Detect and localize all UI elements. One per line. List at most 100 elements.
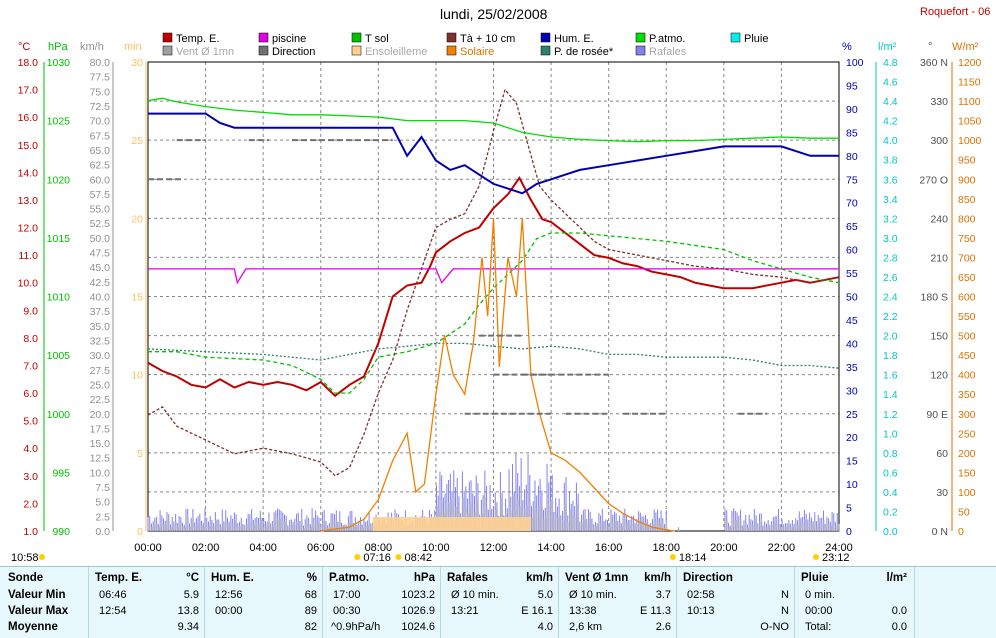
axis-tick-dir: 180 S — [921, 292, 948, 304]
legend-label: P.atmo. — [649, 33, 686, 45]
axis-unit-solar: W/m² — [952, 41, 979, 53]
axis-tick-hum: 15 — [846, 456, 858, 468]
axis-tick-solar: 750 — [958, 233, 976, 245]
summary-cell: ^0.9hPa/h — [331, 621, 381, 633]
x-tick-label: 10:00 — [422, 542, 450, 554]
axis-tick-rain: 2.0 — [883, 331, 898, 343]
summary-cell: 0 min. — [805, 589, 835, 601]
x-tick-label: 06:00 — [307, 542, 335, 554]
row-label-avg: Moyenne — [8, 621, 58, 633]
summary-cell: 9.34 — [177, 621, 199, 633]
summary-cell: 0.0 — [891, 621, 907, 633]
axis-tick-wind: 57.5 — [90, 189, 111, 201]
axis-unit-wind: km/h — [80, 41, 104, 53]
axis-tick-dir: 330 — [930, 96, 948, 108]
axis-tick-solar: 400 — [958, 370, 976, 382]
axis-tick-solar: 0 — [958, 526, 964, 538]
axis-tick-solar: 1000 — [958, 135, 982, 147]
axis-tick-solar: 200 — [958, 448, 976, 460]
axis-tick-rain: 3.6 — [883, 174, 898, 186]
summary-header: Hum. E. — [211, 572, 254, 584]
legend-label: Rafales — [649, 46, 687, 58]
axis-tick-solar: 1150 — [958, 77, 981, 89]
axis-tick-min: 10 — [131, 370, 143, 382]
sun-marker — [39, 554, 45, 560]
summary-cell: 13.8 — [177, 605, 199, 617]
axis-tick-rain: 0.2 — [883, 506, 898, 518]
axis-tick-temp: 3.0 — [23, 471, 38, 483]
axis-tick-hum: 0 — [846, 526, 852, 538]
axis-tick-press: 1020 — [47, 174, 71, 186]
axis-tick-temp: 10.0 — [18, 278, 39, 290]
axis-tick-temp: 1.0 — [23, 526, 38, 538]
legend-label: Ensoleilleme — [365, 46, 427, 58]
axis-tick-press: 995 — [52, 467, 70, 479]
axis-tick-solar: 900 — [958, 174, 976, 186]
axis-tick-solar: 250 — [958, 428, 976, 440]
axis-tick-hum: 60 — [846, 245, 858, 257]
axis-tick-rain: 1.4 — [883, 389, 898, 401]
axis-tick-wind: 52.5 — [90, 218, 111, 230]
summary-cell: 89 — [304, 605, 317, 617]
axis-tick-wind: 30.0 — [90, 350, 111, 362]
axis-tick-wind: 22.5 — [90, 394, 111, 406]
axis-tick-solar: 550 — [958, 311, 976, 323]
legend-swatch — [446, 32, 457, 43]
axis-tick-wind: 20.0 — [90, 409, 111, 421]
series-line-temp-e- — [147, 175, 840, 398]
axis-tick-temp: 2.0 — [23, 498, 38, 510]
axis-tick-wind: 5.0 — [95, 497, 110, 509]
axis-tick-rain: 0.8 — [883, 448, 898, 460]
sun-marker-label: 23:12 — [822, 552, 850, 564]
x-tick-label: 22:00 — [768, 542, 796, 554]
axis-tick-temp: 13.0 — [18, 195, 39, 207]
axis-tick-solar: 50 — [958, 506, 970, 518]
summary-col-dir: Direction 02:58 N 10:13 N O-NO — [676, 567, 795, 638]
axis-tick-wind: 40.0 — [90, 292, 111, 304]
sun-marker — [395, 554, 402, 560]
axis-tick-temp: 8.0 — [23, 333, 38, 345]
series-line-p-atmo- — [147, 97, 839, 143]
sun-marker — [669, 554, 676, 560]
axis-tick-temp: 4.0 — [23, 443, 38, 455]
axis-tick-dir: 120 — [930, 370, 948, 382]
legend-swatch — [351, 32, 362, 43]
sun-marker — [812, 554, 819, 560]
axis-tick-rain: 4.4 — [883, 96, 898, 108]
axis-tick-hum: 80 — [846, 151, 858, 163]
summary-cell: 17:00 — [333, 589, 361, 601]
summary-cell: 2,6 km — [569, 621, 603, 633]
axis-tick-dir: 240 — [930, 213, 948, 225]
axis-tick-solar: 1100 — [958, 96, 981, 108]
legend-label: Solaire — [460, 46, 494, 58]
axis-tick-temp: 12.0 — [18, 223, 39, 235]
axis-tick-hum: 50 — [846, 292, 858, 304]
legend-swatch — [540, 32, 551, 43]
axis-tick-rain: 1.6 — [883, 370, 898, 382]
summary-cell: 1026.9 — [401, 605, 435, 617]
axis-tick-rain: 2.8 — [883, 252, 898, 264]
axis-tick-wind: 7.5 — [95, 482, 110, 494]
legend-swatch — [258, 45, 269, 56]
axis-tick-dir: 150 — [930, 331, 948, 343]
axis-tick-dir: 300 — [930, 135, 948, 147]
summary-col-press: P.atmo. hPa 17:00 1023.2 00:30 1026.9 ^0… — [322, 567, 441, 638]
axis-tick-hum: 95 — [846, 80, 858, 92]
axis-tick-rain: 3.2 — [883, 213, 898, 225]
axis-tick-wind: 55.0 — [90, 204, 111, 216]
weather-chart: Temp. E. piscine T sol Tà + 10 cm Hum. E. P.a… — [11, 32, 982, 564]
axis-unit-temp: °C — [18, 41, 30, 53]
axis-tick-rain: 2.6 — [883, 272, 898, 284]
axis-tick-solar: 850 — [958, 194, 976, 206]
axis-tick-hum: 90 — [846, 104, 858, 116]
legend-label: T sol — [365, 33, 389, 45]
axis-tick-hum: 30 — [846, 385, 858, 397]
axis-tick-wind: 77.5 — [90, 72, 111, 84]
legend-label: Temp. E. — [176, 33, 219, 45]
axis-tick-min: 20 — [131, 213, 143, 225]
axis-tick-hum: 100 — [846, 57, 864, 69]
axis-tick-wind: 37.5 — [90, 306, 111, 318]
summary-cell: 0.0 — [891, 605, 907, 617]
legend-swatch — [162, 32, 173, 43]
axis-tick-dir: 270 O — [919, 174, 948, 186]
